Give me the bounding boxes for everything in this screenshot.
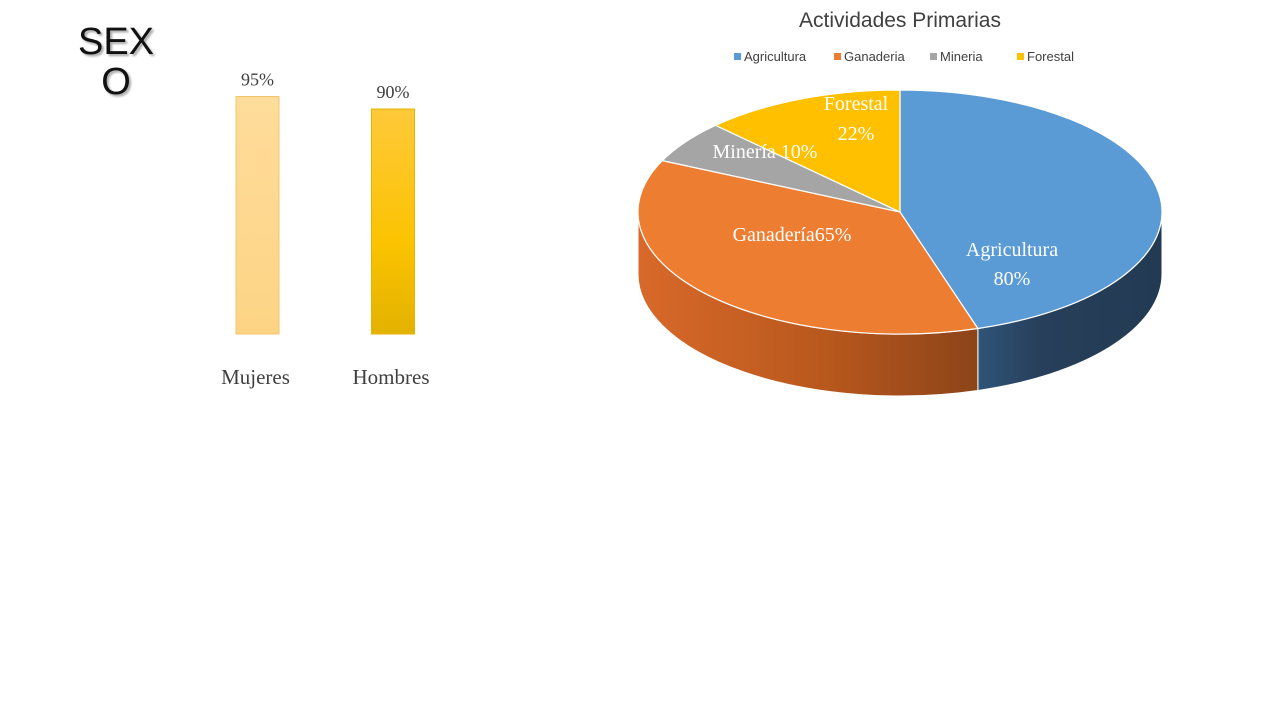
- legend-label-ganaderia: Ganaderia: [844, 49, 905, 64]
- pie-legend: Agricultura Ganaderia Mineria Forestal: [734, 49, 1074, 64]
- bar-value-label: 95%: [241, 70, 274, 90]
- sexo-bar-chart: 95% Mujeres 90% Hombres: [221, 70, 430, 390]
- legend-swatch-ganaderia: [834, 53, 841, 60]
- legend-label-agricultura: Agricultura: [744, 49, 807, 64]
- slice-agricultura: [899, 89, 1163, 330]
- bar-value-label: 90%: [377, 82, 410, 102]
- pie-data-label: Minería 10%: [713, 141, 818, 163]
- actividades-pie-chart: Actividades Primarias Agricultura Ganader…: [637, 9, 1163, 397]
- pie-data-label: Agricultura 80%: [966, 239, 1058, 290]
- slice-forestal: [714, 89, 901, 213]
- legend-swatch-mineria: [930, 53, 937, 60]
- bar-category-label: Hombres: [353, 365, 430, 389]
- bar-mujeres: [235, 96, 280, 335]
- pie-data-label: Forestal 22%: [824, 93, 889, 145]
- bar-hombres: [371, 108, 415, 335]
- slide-title: SEXO: [77, 21, 155, 103]
- legend-label-mineria: Mineria: [940, 49, 983, 64]
- slice-ganaderia: [637, 159, 979, 335]
- legend-swatch-agricultura: [734, 53, 741, 60]
- pie-data-label: Ganadería65%: [733, 224, 852, 246]
- pie-chart-title: Actividades Primarias: [799, 9, 1001, 32]
- legend-swatch-forestal: [1017, 53, 1024, 60]
- bar-category-label: Mujeres: [221, 365, 290, 389]
- legend-label-forestal: Forestal: [1027, 49, 1074, 64]
